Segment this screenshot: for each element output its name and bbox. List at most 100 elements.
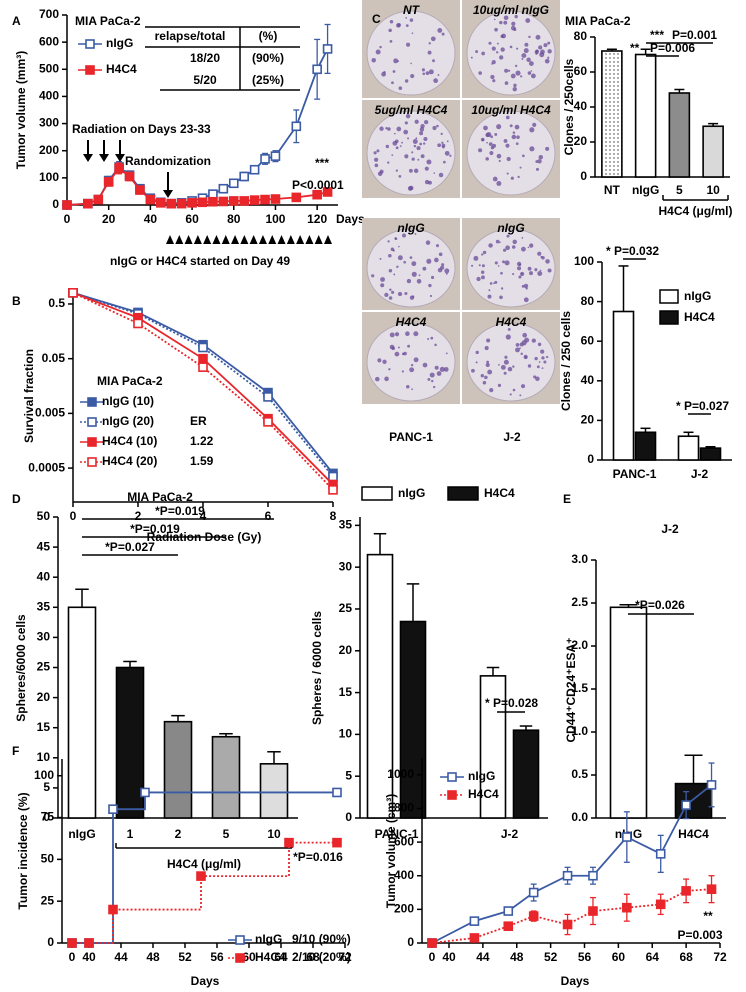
colony: [510, 73, 516, 79]
panel-label: A: [12, 14, 21, 28]
data-point: [655, 899, 666, 910]
x-tick-label: 44: [114, 950, 128, 964]
annotation: **: [630, 41, 640, 55]
colony: [503, 139, 508, 143]
legend-label: H4C4: [484, 486, 515, 500]
x-axis-label: Days: [336, 212, 365, 226]
colony: [515, 347, 520, 353]
data-point: [270, 151, 281, 161]
start-marker: [166, 235, 174, 244]
colony: [385, 127, 388, 130]
panel-label: F: [12, 744, 19, 758]
x-tick-label: 72: [338, 950, 352, 964]
colony: [533, 375, 537, 379]
colony: [399, 145, 402, 147]
x-tick-label: 0: [70, 509, 77, 523]
legend-summary: 9/10 (90%): [292, 932, 351, 946]
y-tick-label: 25: [41, 893, 55, 907]
colony: [389, 20, 394, 24]
colony: [371, 58, 376, 63]
colony: [392, 249, 395, 252]
colony: [500, 364, 506, 370]
colony: [529, 243, 534, 248]
data-point: [228, 178, 239, 189]
y-axis-label: Tumor volume (cm³): [384, 794, 398, 908]
colony: [407, 344, 411, 348]
bar: [699, 447, 722, 461]
colony: [416, 278, 422, 284]
x-tick-label: NT: [604, 183, 621, 197]
annotation: P=0.006: [650, 41, 695, 55]
x-tick-label: 120: [307, 212, 327, 226]
colony: [380, 277, 385, 282]
y-axis-label: Spheres / 6000 cells: [310, 611, 324, 725]
colony: [518, 263, 522, 267]
x-tick-label: 10: [267, 827, 281, 841]
legend-label: nIgG: [106, 36, 133, 50]
colony: [522, 154, 525, 158]
y-tick-label: 15: [37, 720, 51, 734]
colony: [504, 355, 508, 359]
colony: [441, 263, 445, 267]
y-tick-label: 10: [37, 750, 51, 764]
colony: [419, 127, 425, 132]
data-point: [239, 171, 249, 182]
start-marker: [314, 235, 323, 244]
colony: [394, 351, 400, 357]
group-label: H4C4 (μg/ml): [167, 857, 241, 871]
colony: [397, 346, 400, 349]
colony: [391, 290, 395, 294]
y-tick-label: 5: [43, 780, 50, 794]
data-point: [103, 177, 114, 187]
legend-label: H4C4 (10): [102, 434, 157, 448]
colony: [540, 349, 545, 354]
legend-label: H4C4: [468, 787, 499, 801]
colony: [413, 168, 419, 174]
table-cell: (25%): [252, 73, 284, 87]
legend-summary: 2/10 (20%): [292, 950, 351, 964]
colony: [523, 354, 528, 360]
data-point: [84, 938, 94, 948]
colony: [485, 157, 489, 161]
x-tick-label: 2: [135, 509, 142, 523]
colony: [537, 271, 543, 276]
colony: [490, 135, 494, 139]
colony: [492, 143, 497, 148]
colony: [545, 146, 550, 151]
well: [366, 10, 456, 96]
colony: [427, 337, 430, 340]
x-tick-label: 1: [127, 827, 134, 841]
colony: [491, 63, 493, 65]
panel-label: C: [372, 12, 381, 26]
x-tick-label: 10: [706, 183, 720, 197]
colony: [517, 175, 520, 179]
colony: [392, 70, 396, 73]
data-point: [218, 196, 229, 207]
colony: [411, 157, 415, 161]
colony: [497, 383, 502, 387]
colony: [430, 275, 435, 280]
annotation: *P=0.016: [293, 850, 343, 864]
data-point: [503, 921, 514, 931]
colony: [516, 47, 519, 50]
arrow-head: [163, 190, 173, 198]
colony: [498, 159, 501, 163]
colony: [422, 362, 428, 368]
colony: [503, 248, 507, 252]
colony: [403, 129, 409, 135]
colony: [423, 136, 428, 142]
colony: [419, 142, 423, 146]
colony: [511, 134, 517, 140]
colony: [433, 172, 436, 174]
bar: [634, 53, 657, 178]
bar: [677, 435, 700, 461]
colony: [427, 180, 432, 185]
colony: [418, 274, 421, 277]
colony: [410, 74, 415, 79]
data-point: [260, 154, 270, 164]
colony: [514, 64, 518, 68]
x-tick-label: 44: [476, 950, 490, 964]
colony: [426, 258, 432, 264]
colony: [375, 376, 380, 382]
colony: [398, 174, 402, 178]
